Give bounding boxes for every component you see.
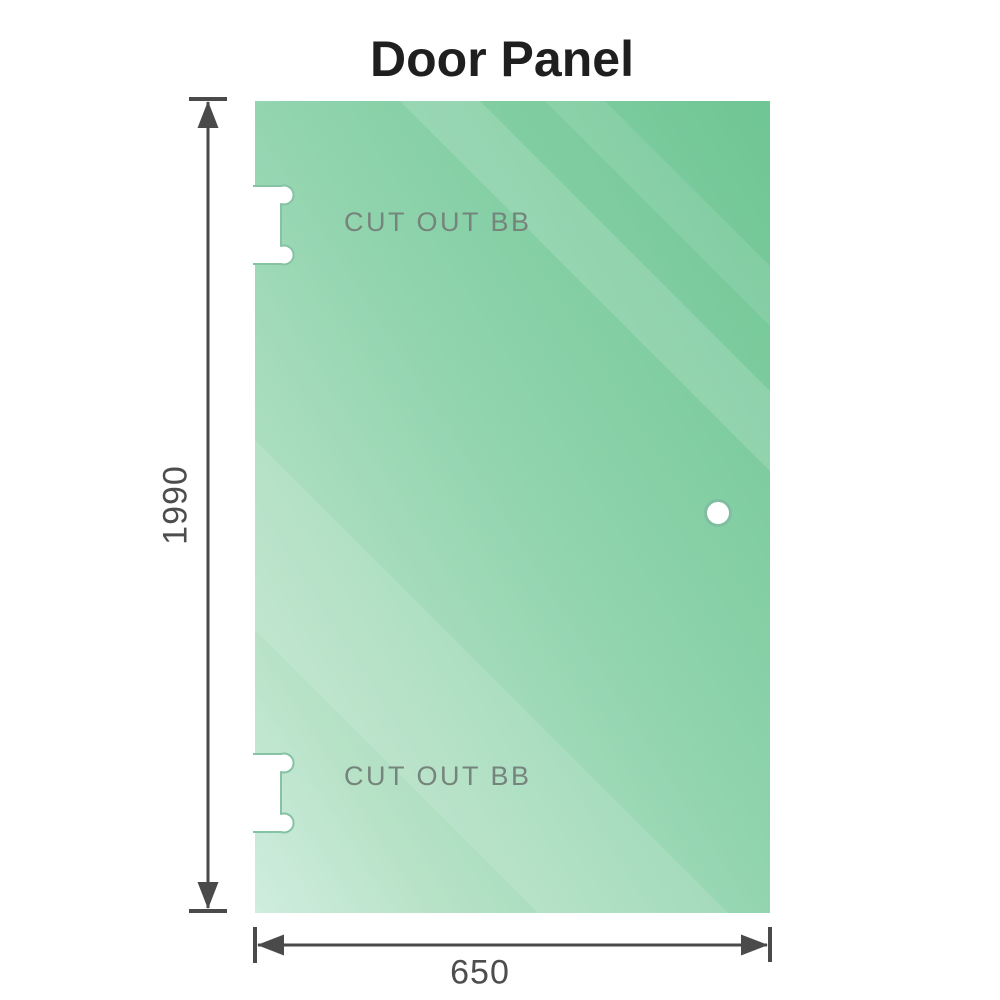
arrow-down-icon <box>197 882 219 909</box>
cutout-label-top: CUT OUT BB <box>344 207 532 237</box>
glass-reflection-band <box>255 440 728 913</box>
height-dimension <box>189 97 227 913</box>
page-title: Door Panel <box>370 31 634 87</box>
handle-hole-icon <box>704 499 732 527</box>
cutout-label-bottom: CUT OUT BB <box>344 761 532 791</box>
arrow-right-icon <box>741 934 768 956</box>
arrow-up-icon <box>197 101 219 128</box>
hinge-cutout-bottom-icon <box>253 752 295 834</box>
glass-panel-surface <box>255 101 770 913</box>
height-dimension-value: 1990 <box>156 465 195 545</box>
glass-reflection-band <box>545 101 770 326</box>
width-dimension-value: 650 <box>450 953 510 992</box>
arrow-left-icon <box>257 934 284 956</box>
glass-reflection-band <box>400 101 770 471</box>
width-dimension <box>253 927 772 963</box>
hinge-cutout-top-icon <box>253 184 295 266</box>
glass-panel <box>255 101 770 913</box>
